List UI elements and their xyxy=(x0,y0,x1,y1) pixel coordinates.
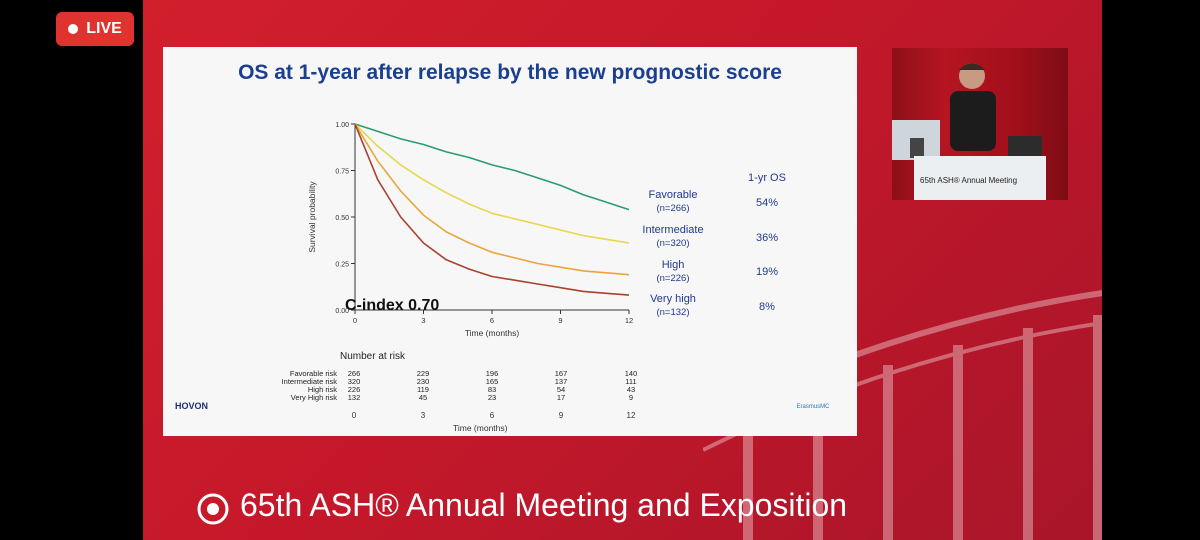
risk-table-tick: 12 xyxy=(626,411,636,420)
risk-cell: 230 xyxy=(416,377,430,386)
live-dot-icon xyxy=(68,24,79,34)
risk-cell: 226 xyxy=(347,385,361,394)
presenter-figure xyxy=(892,63,1042,160)
y-tick-label: 0.00 xyxy=(335,308,349,315)
x-tick-label: 9 xyxy=(558,316,562,325)
os-value-favorable: 54% xyxy=(755,197,779,209)
risk-table-tick: 6 xyxy=(489,411,495,420)
os-header: 1-yr OS xyxy=(748,172,786,184)
y-tick-label: 0.50 xyxy=(335,215,349,222)
risk-cell: 266 xyxy=(347,369,361,378)
group-label-favorable: Favorable (n=266) xyxy=(648,189,698,214)
risk-cell: 320 xyxy=(347,377,361,386)
x-axis-title: Time (months) xyxy=(465,328,520,338)
risk-table-tick: 0 xyxy=(351,411,357,420)
km-curve xyxy=(354,123,630,211)
group-label-intermediate: Intermediate (n=320) xyxy=(642,224,704,249)
podium-text: 65th ASH® Annual Meeting xyxy=(920,176,1018,185)
risk-row-label: High risk xyxy=(307,385,337,394)
x-tick-label: 6 xyxy=(490,316,494,325)
ash-logo-icon xyxy=(197,493,229,525)
presentation-slide: OS at 1-year after relapse by the new pr… xyxy=(163,47,857,436)
risk-table-tick: 9 xyxy=(558,411,564,420)
risk-cell: 17 xyxy=(556,393,566,402)
os-value-high: 19% xyxy=(755,266,779,278)
risk-cell: 140 xyxy=(624,369,638,378)
y-axis-title: Survival probability xyxy=(307,181,317,253)
live-label: LIVE xyxy=(86,20,122,37)
os-value-very-high: 8% xyxy=(759,301,775,313)
risk-cell: 23 xyxy=(487,393,497,402)
meeting-footer-title: 65th ASH® Annual Meeting and Exposition xyxy=(240,487,848,523)
risk-cell: 9 xyxy=(628,393,634,402)
risk-cell: 111 xyxy=(625,377,637,386)
risk-cell: 45 xyxy=(418,393,428,402)
live-badge[interactable]: LIVE xyxy=(56,12,134,46)
km-chart: 0.00 0.25 0.50 0.75 1.00 0 3 6 9 12 Time (months) S… xyxy=(307,122,633,338)
risk-cell: 132 xyxy=(347,393,361,402)
group-label-high: High (n=226) xyxy=(656,259,690,284)
hovon-logo: HOVON xyxy=(175,401,209,411)
risk-cell: 137 xyxy=(554,377,568,386)
y-tick-label: 1.00 xyxy=(335,122,349,129)
km-curve xyxy=(354,123,630,244)
x-tick-label: 12 xyxy=(625,316,633,325)
c-index-label: C-index 0.70 xyxy=(345,297,440,314)
erasmus-logo: ErasmusMC xyxy=(796,404,830,410)
risk-cell: 165 xyxy=(485,377,499,386)
risk-cell: 229 xyxy=(416,369,430,378)
risk-cell: 43 xyxy=(626,385,636,394)
risk-cell: 167 xyxy=(554,369,568,378)
y-tick-label: 0.75 xyxy=(335,169,349,176)
group-label-very-high: Very high (n=132) xyxy=(650,293,696,318)
x-tick-label: 0 xyxy=(353,316,357,325)
podium xyxy=(914,156,1046,200)
y-tick-label: 0.25 xyxy=(335,262,349,269)
km-curve xyxy=(354,123,630,276)
risk-row-label: Intermediate risk xyxy=(281,377,337,386)
risk-cell: 83 xyxy=(487,385,497,394)
os-value-intermediate: 36% xyxy=(755,232,779,244)
risk-row-label: Very High risk xyxy=(290,393,337,402)
risk-row-label: Favorable risk xyxy=(289,369,337,378)
risk-table-tick: 3 xyxy=(420,411,426,420)
number-at-risk-title: Number at risk xyxy=(340,351,406,362)
slide-title: OS at 1-year after relapse by the new pr… xyxy=(238,61,782,84)
risk-cell: 196 xyxy=(485,369,499,378)
x-tick-label: 3 xyxy=(421,316,425,325)
risk-table-xlabel: Time (months) xyxy=(453,423,508,433)
risk-cell: 54 xyxy=(556,385,566,394)
km-curve xyxy=(354,123,630,296)
risk-cell: 119 xyxy=(417,385,429,394)
presenter-webcam[interactable]: 65th ASH® Annual Meeting xyxy=(892,48,1068,200)
